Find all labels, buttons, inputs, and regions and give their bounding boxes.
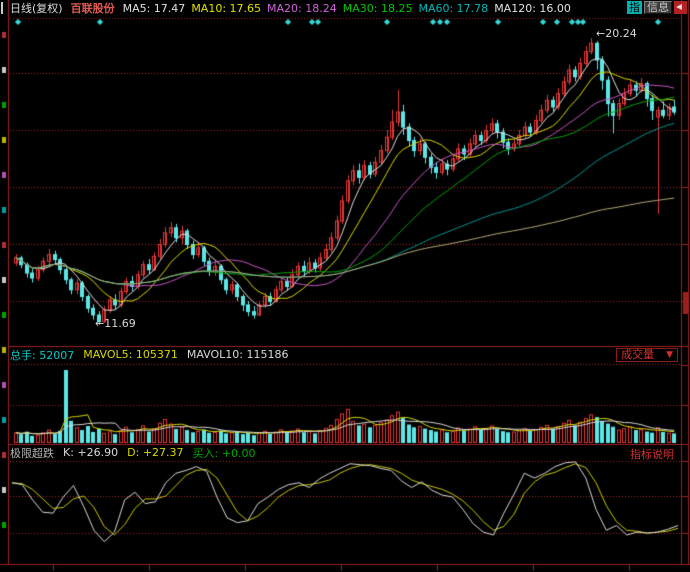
titlebar-grip-icon [1, 2, 6, 14]
indicator-header: 极限超跌 K: +26.90 D: +27.37 买入: +0.00 [10, 446, 256, 460]
exit-icon[interactable] [674, 1, 687, 14]
ma-readout: MA10: 17.65 [191, 1, 262, 15]
price-low-annotation: ←11.69 [95, 317, 136, 330]
volume-header: 总手: 52007 MAVOL5: 105371 MAVOL10: 115186 [10, 348, 289, 362]
info-button[interactable]: 信息 [644, 1, 672, 14]
mavol5-readout: MAVOL5: 105371 [83, 348, 178, 361]
zongshou-readout: 总手: 52007 [10, 348, 75, 362]
ma-readout: MA5: 17.47 [122, 1, 186, 15]
dropdown-arrow-icon[interactable]: ▼ [666, 350, 673, 360]
period-label[interactable]: 日线(复权) [10, 2, 63, 15]
titlebar: 日线(复权) 百联股份 MA5: 17.47 MA10: 17.65 MA20: 1… [0, 0, 690, 16]
volume-pane-selector[interactable]: 成交量 ▼ [616, 348, 678, 362]
d-readout: D: +27.37 [127, 446, 184, 459]
signal-readout: 买入: +0.00 [192, 446, 256, 460]
time-axis [0, 564, 690, 572]
indicator-button[interactable]: 指 [627, 1, 642, 14]
right-scale-strip[interactable] [681, 0, 690, 564]
left-toolbar-strip[interactable] [0, 0, 8, 564]
ma-readout: MA120: 16.00 [494, 1, 571, 15]
indicator-name[interactable]: 极限超跌 [10, 446, 54, 460]
volume-pane-title: 成交量 [621, 348, 655, 361]
price-peak-annotation: ←20.24 [596, 27, 637, 40]
k-readout: K: +26.90 [63, 446, 119, 459]
ma-readout: MA60: 17.78 [418, 1, 489, 15]
indicator-help-link[interactable]: 指标说明 [630, 448, 674, 461]
mavol10-readout: MAVOL10: 115186 [186, 348, 289, 361]
exit-arrow-icon [676, 4, 682, 10]
ma-readouts: MA5: 17.47 MA10: 17.65 MA20: 18.24 MA30: 18… [123, 2, 571, 15]
ma-readout: MA20: 18.24 [267, 1, 337, 15]
titlebar-buttons: 指 信息 [627, 1, 687, 14]
ma-readout: MA30: 18.25 [342, 1, 413, 15]
stock-name[interactable]: 百联股份 [70, 2, 115, 15]
